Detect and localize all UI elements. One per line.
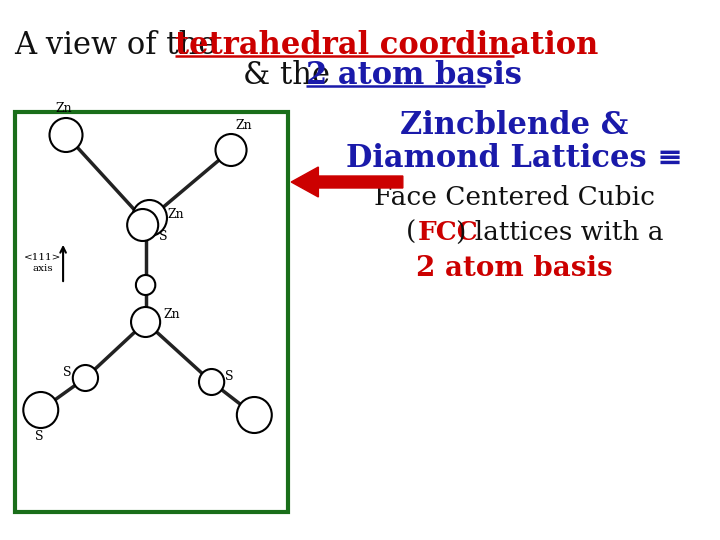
FancyArrow shape [291,167,402,197]
Text: Diamond Lattices ≡: Diamond Lattices ≡ [346,143,683,174]
Text: S: S [35,430,43,443]
Text: Face Centered Cubic: Face Centered Cubic [374,185,655,210]
Circle shape [50,118,83,152]
Circle shape [73,365,98,391]
Circle shape [23,392,58,428]
Circle shape [215,134,246,166]
Text: Zincblende &: Zincblende & [400,110,629,141]
Text: ) lattices with a: ) lattices with a [456,220,664,245]
Text: 2 atom basis: 2 atom basis [416,255,613,282]
Text: S: S [159,230,168,242]
Text: (: ( [406,220,416,245]
Circle shape [132,200,167,236]
Circle shape [136,275,156,295]
Text: S: S [225,370,234,383]
Circle shape [237,397,271,433]
Text: A view of the: A view of the [14,30,227,61]
Bar [14,112,288,512]
Text: <111>
axis: <111> axis [24,253,61,273]
Text: Zn: Zn [236,119,253,132]
Text: 2 atom basis: 2 atom basis [306,60,521,91]
Text: & the: & the [243,60,339,91]
Text: Zn: Zn [167,207,184,220]
Text: Zn: Zn [163,307,180,321]
Text: tetrahedral coordination: tetrahedral coordination [175,30,598,61]
Circle shape [127,209,158,241]
Text: FCC: FCC [418,220,478,245]
Circle shape [199,369,224,395]
Text: Zn: Zn [55,102,73,115]
Text: S: S [63,367,72,380]
Circle shape [131,307,160,337]
